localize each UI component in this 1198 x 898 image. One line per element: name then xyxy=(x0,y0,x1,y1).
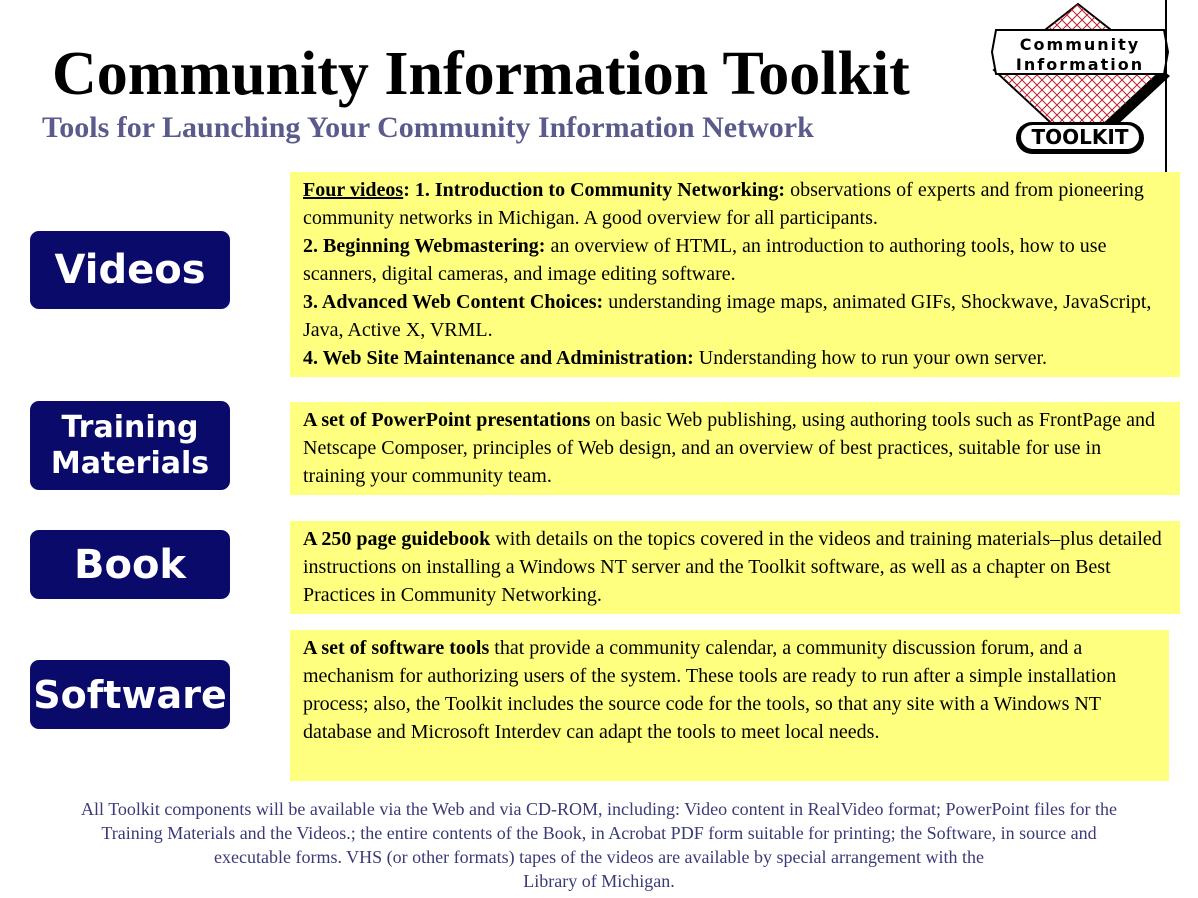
videos-button-label: Videos xyxy=(54,247,206,293)
training-materials-item: A set of PowerPoint presentations on bas… xyxy=(303,406,1167,490)
footer-line-4: Library of Michigan. xyxy=(523,871,675,891)
book-text: with details on the topics covered in th… xyxy=(303,528,1162,606)
software-item: A set of software tools that provide a c… xyxy=(303,634,1156,746)
software-description-box: A set of software tools that provide a c… xyxy=(290,630,1169,781)
footer-line-3: executable forms. VHS (or other formats)… xyxy=(214,847,984,867)
training-materials-button-label-line1: Training xyxy=(61,409,199,445)
training-materials-button-label-line2: Materials xyxy=(50,445,210,481)
videos-item-2-text: an overview of HTML, an introduction to … xyxy=(303,235,1107,285)
training-materials-text: on basic Web publishing, using authoring… xyxy=(303,409,1156,487)
footer-note: All Toolkit components will be available… xyxy=(0,797,1198,893)
videos-item-4-title: 4. Web Site Maintenance and Administrati… xyxy=(303,347,694,369)
book-item: A 250 page guidebook with details on the… xyxy=(303,525,1167,609)
videos-item-4-text: Understanding how to run your own server… xyxy=(693,347,1048,369)
training-materials-description-box: A set of PowerPoint presentations on bas… xyxy=(290,402,1180,495)
software-button[interactable]: Software xyxy=(30,660,230,729)
videos-item-3-text: understanding image maps, animated GIFs,… xyxy=(303,291,1152,341)
footer-line-1: All Toolkit components will be available… xyxy=(81,799,1117,819)
videos-item-1: Four videos: 1. Introduction to Communit… xyxy=(303,176,1167,232)
book-title: A 250 page guidebook xyxy=(303,528,491,550)
software-title: A set of software tools xyxy=(303,637,490,659)
videos-item-2: 2. Beginning Webmastering: an overview o… xyxy=(303,232,1167,288)
videos-description-box: Four videos: 1. Introduction to Communit… xyxy=(290,172,1180,377)
videos-item-3: 3. Advanced Web Content Choices: underst… xyxy=(303,288,1167,344)
videos-item-1-title: 1. Introduction to Community Networking: xyxy=(409,179,786,201)
videos-heading-colon: : xyxy=(403,179,410,201)
logo-text-community: Community xyxy=(1020,35,1140,54)
toolkit-logo: Community Information TOOLKIT xyxy=(990,2,1170,154)
videos-heading: Four videos xyxy=(303,179,404,201)
page-subtitle: Tools for Launching Your Community Infor… xyxy=(42,111,814,144)
logo-text-information: Information xyxy=(1016,55,1144,74)
logo-text-toolkit: TOOLKIT xyxy=(1032,125,1129,149)
book-button-label: Book xyxy=(73,541,187,588)
videos-item-2-title: 2. Beginning Webmastering: xyxy=(303,235,546,257)
book-button[interactable]: Book xyxy=(30,530,230,599)
software-text: that provide a community calendar, a com… xyxy=(303,637,1117,743)
footer-line-2: Training Materials and the Videos.; the … xyxy=(101,823,1097,843)
videos-item-3-title: 3. Advanced Web Content Choices: xyxy=(303,291,604,313)
videos-item-1-text: observations of experts and from pioneer… xyxy=(303,179,1144,229)
software-button-label: Software xyxy=(33,672,227,717)
book-description-box: A 250 page guidebook with details on the… xyxy=(290,521,1180,614)
training-materials-button[interactable]: Training Materials xyxy=(30,401,230,490)
videos-item-4: 4. Web Site Maintenance and Administrati… xyxy=(303,344,1167,372)
divider-line xyxy=(1165,0,1167,180)
videos-button[interactable]: Videos xyxy=(30,231,230,309)
page-title: Community Information Toolkit xyxy=(52,40,910,108)
training-materials-title: A set of PowerPoint presentations xyxy=(303,409,591,431)
